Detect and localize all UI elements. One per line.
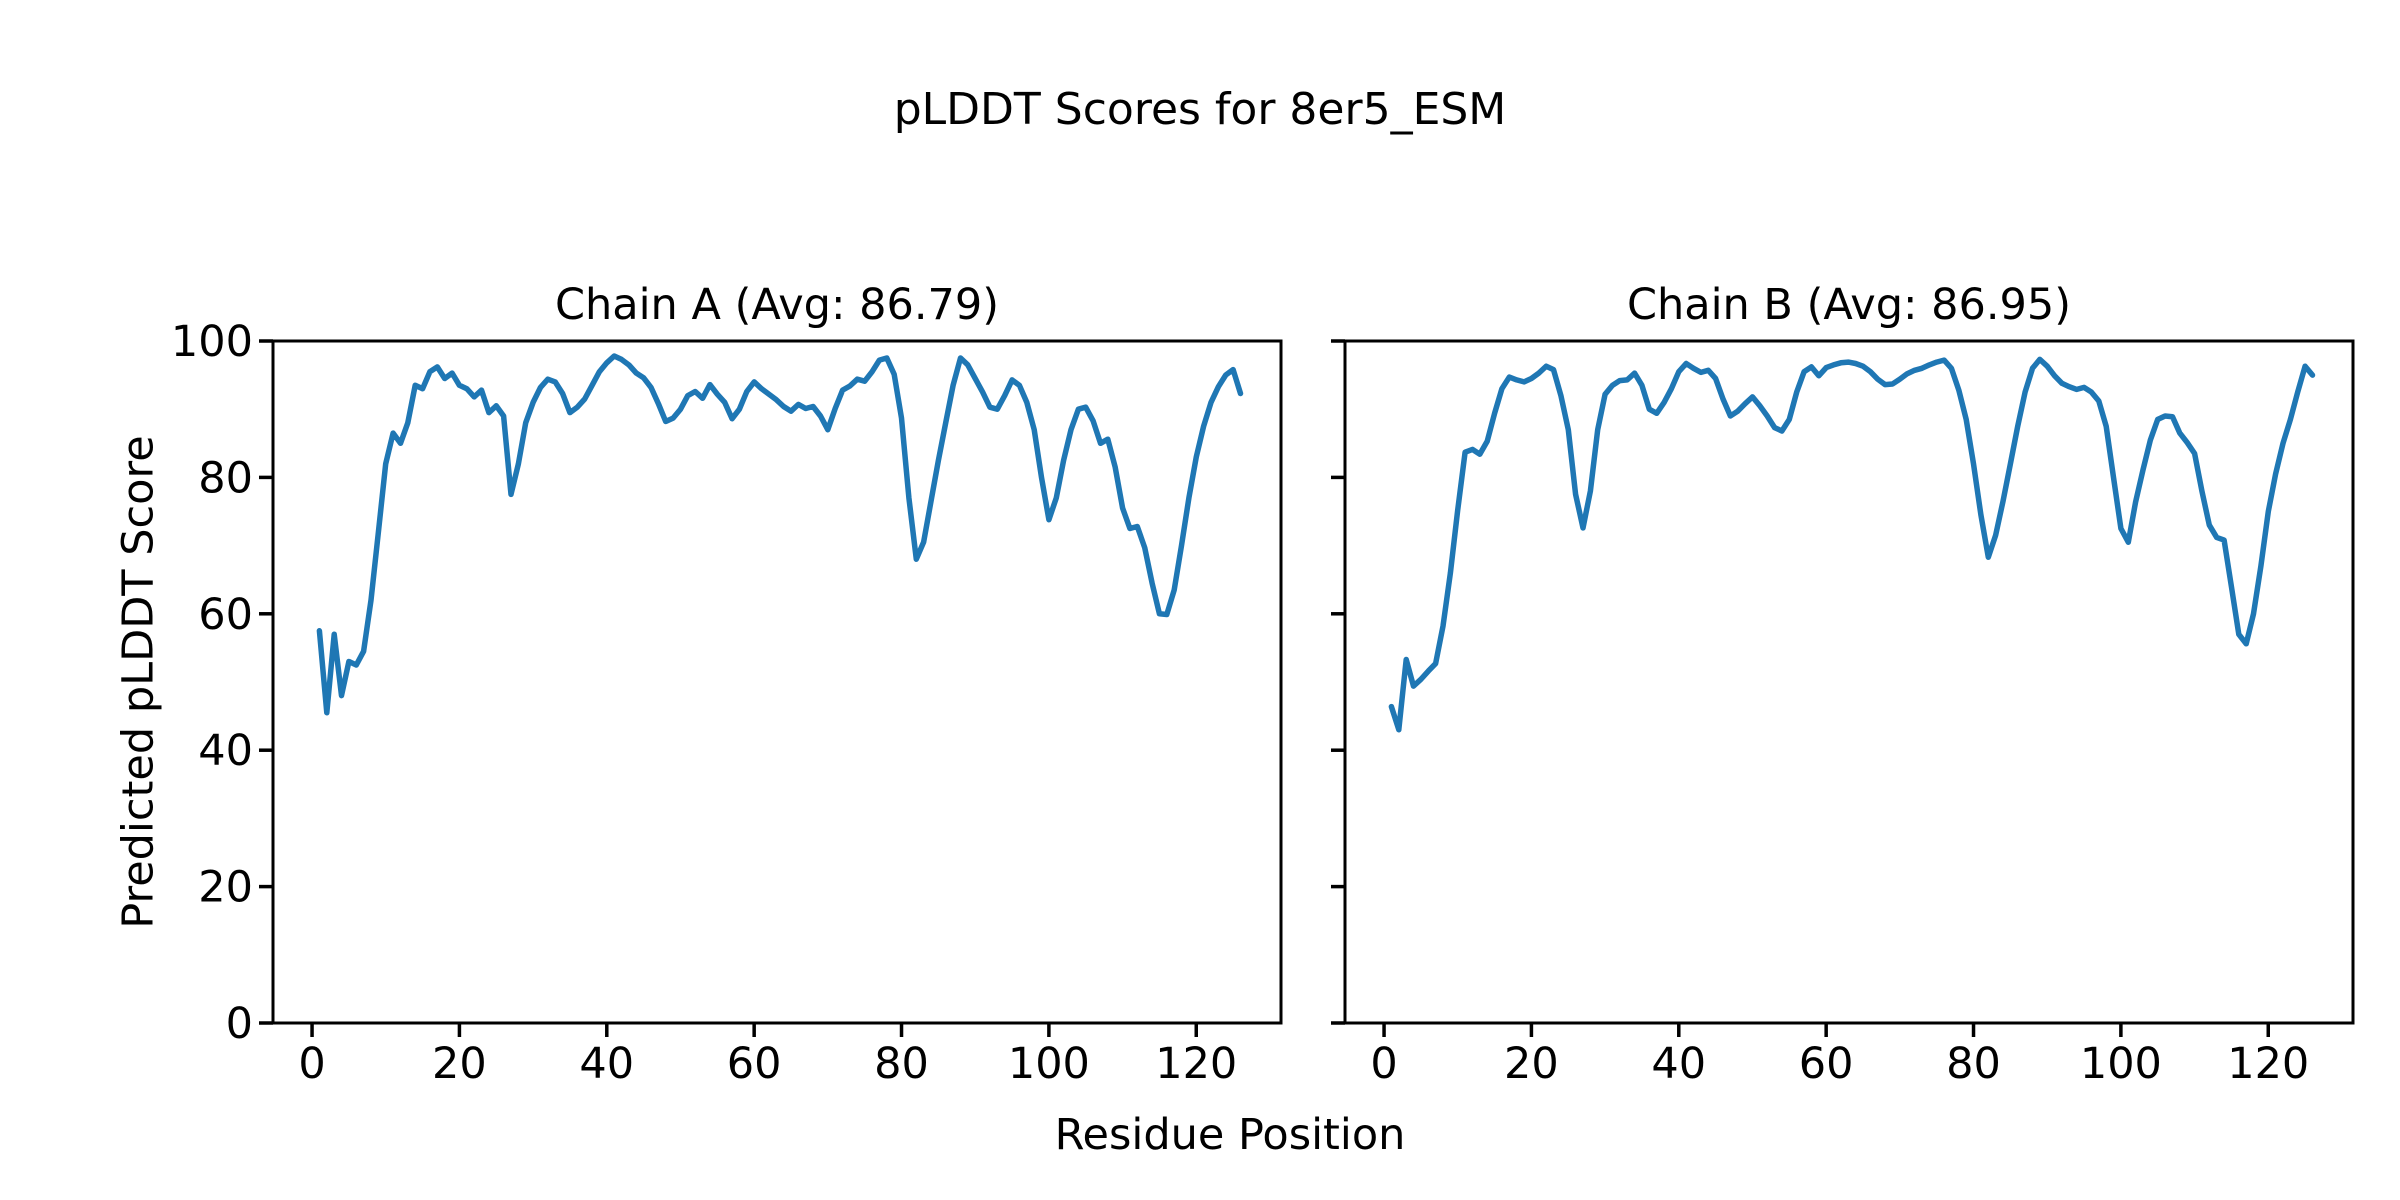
chain-b-x-tick-label: 60 [1799,1039,1854,1089]
chain-a-x-tick-label: 80 [874,1039,929,1089]
chain-b-axes-frame [1343,339,2355,1025]
chain-a-y-tick-label: 0 [226,999,253,1049]
chain-a-title: Chain A (Avg: 86.79) [554,280,1000,330]
chain-a-x-tick-label: 0 [298,1039,325,1089]
chain-a-y-tick-label: 60 [198,590,253,640]
chain-b-x-tick-label: 40 [1651,1039,1706,1089]
plddt-line-chain-b [1388,356,2316,733]
x-axis-label: Residue Position [1054,1110,1406,1160]
chain-b-x-tick-label: 0 [1370,1039,1397,1089]
chain-b-x-tick-label: 120 [2227,1039,2309,1089]
chain-b-x-tick-label: 100 [2080,1039,2162,1089]
chain-a-x-tick-label: 20 [432,1039,487,1089]
chain-a-x-tick-label: 60 [727,1039,782,1089]
y-axis-label: Predicted pLDDT Score [113,435,164,929]
chain-a-y-tick-label: 80 [198,453,253,503]
chain-b-title: Chain B (Avg: 86.95) [1626,280,2072,330]
chain-a-y-tick-label: 100 [171,317,253,367]
chain-a-x-tick-label: 100 [1008,1039,1090,1089]
chain-b-x-tick-label: 80 [1946,1039,2001,1089]
plddt-line-chain-a [316,353,1244,716]
chain-a-y-tick-label: 20 [198,863,253,913]
chain-a-x-tick-label: 40 [579,1039,634,1089]
chain-a-x-tick-label: 120 [1155,1039,1237,1089]
chain-a-y-tick-label: 40 [198,726,253,776]
figure-title: pLDDT Scores for 8er5_ESM [893,84,1507,135]
chain-a-axes-frame [271,339,1283,1025]
chain-b-x-tick-label: 20 [1504,1039,1559,1089]
